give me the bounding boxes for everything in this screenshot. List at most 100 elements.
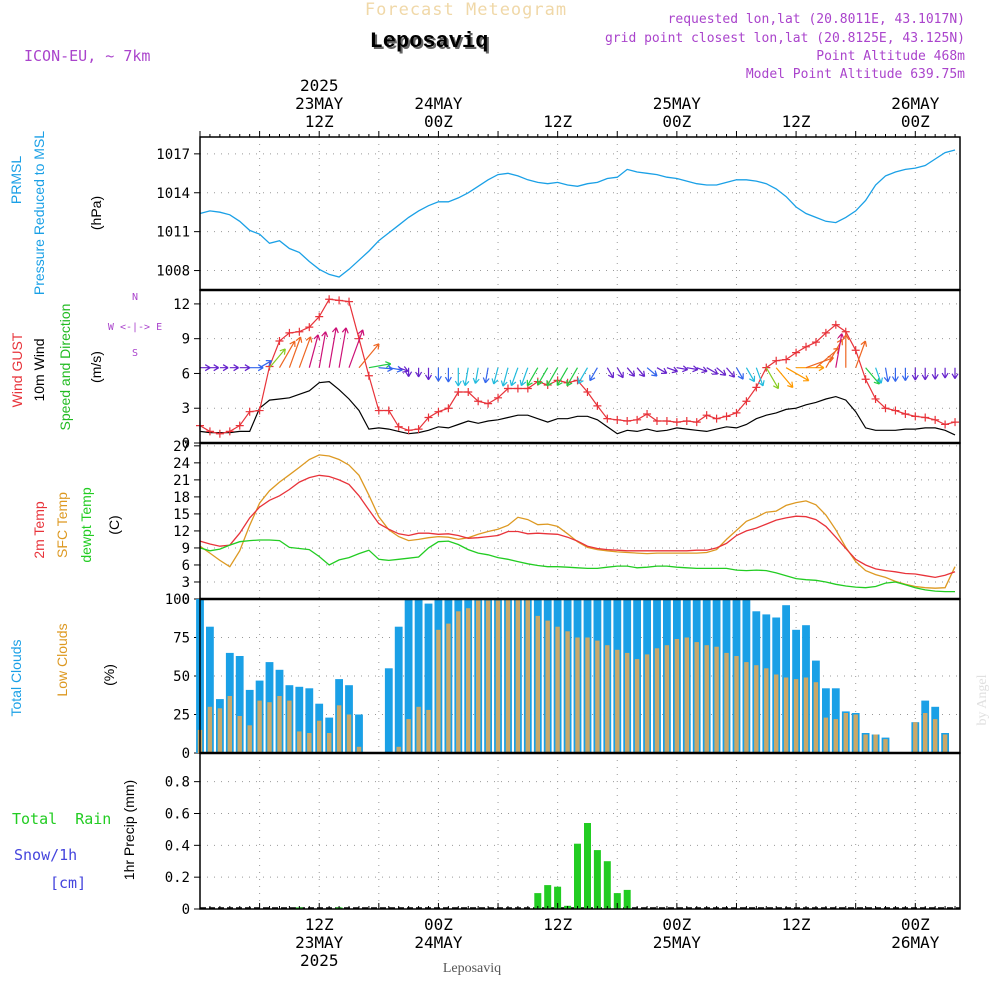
prmsl-label: PRMSL (8, 156, 24, 204)
top-time-label: 2025 (300, 76, 339, 95)
wind-direction-arrow (626, 367, 636, 377)
temp-ytick-label: 0 (182, 592, 190, 608)
gust-marker (335, 296, 344, 305)
gust-marker (911, 412, 920, 421)
pressure-ytick-label: 1008 (156, 264, 190, 280)
total-cloud-bar (355, 714, 363, 753)
wind-direction-arrow (656, 367, 668, 374)
low-cloud-bar (446, 623, 451, 753)
wind-direction-arrow (526, 367, 539, 387)
wind-direction-arrow (666, 366, 679, 374)
gust-marker (692, 418, 701, 427)
low-cloud-bar (456, 611, 461, 753)
total-cloud-bar (206, 626, 214, 753)
wind-direction-arrow (259, 360, 273, 369)
rain-bar (613, 893, 621, 909)
total-cloud-bar (384, 668, 393, 753)
gust-marker (633, 415, 642, 424)
temp-sfc-label: SFC Temp (54, 492, 70, 558)
wind-direction-arrow (765, 367, 780, 390)
low-cloud-bar (704, 645, 709, 753)
gust-marker (831, 320, 840, 329)
temp-ytick-label: 12 (173, 524, 190, 540)
rain-bar (593, 850, 601, 909)
bottom-time-label: 00Z (424, 915, 453, 934)
compass-west-east: W <-|-> E (108, 322, 162, 333)
gust-marker (603, 414, 612, 423)
rain-bar (584, 823, 591, 909)
gust-marker (682, 416, 691, 425)
gust-marker (702, 411, 711, 420)
temp-ytick-label: 15 (173, 507, 190, 523)
low-cloud-bar (555, 626, 560, 753)
rain-bar (554, 886, 562, 909)
temp-2m-label: 2m Temp (31, 501, 47, 559)
wind-direction-arrow (249, 364, 264, 372)
gust-marker (235, 421, 244, 430)
gridpoint-coords: grid point closest lon,lat (20.8125E, 43… (605, 31, 965, 46)
pressure-msl-label: Pressure Reduced to MSL (31, 131, 47, 295)
low-cloud-bar (813, 682, 819, 753)
wind-direction-arrow (424, 367, 433, 381)
precip-ytick-label: 0 (182, 902, 190, 918)
low-cloud-bar (406, 719, 411, 753)
location-title: Leposaviq (370, 29, 489, 54)
top-time-label: 00Z (901, 112, 930, 131)
bottom-time-label: 12Z (782, 915, 811, 934)
gust-marker (474, 397, 483, 406)
wind-direction-arrow (398, 366, 409, 373)
low-cloud-bar (674, 639, 680, 753)
wind-direction-arrow (556, 367, 569, 387)
wind-direction-arrow (921, 367, 929, 381)
gust-marker (901, 410, 910, 419)
top-time-label: 26MAY (891, 94, 940, 113)
bottom-time-label: 12Z (305, 915, 334, 934)
gust-marker (762, 363, 771, 372)
gust-marker (315, 312, 324, 321)
low-cloud-bar (595, 640, 600, 753)
total-cloud-bar (404, 599, 413, 753)
wind-ytick-label: 3 (182, 401, 190, 417)
top-time-label: 23MAY (295, 94, 344, 113)
gust-marker (394, 422, 403, 431)
pressure-ytick-label: 1011 (156, 225, 190, 241)
wind-yaxis: 12 9 6 3 0 (173, 297, 200, 452)
precip-unit-label: 1hr Precip (mm) (121, 780, 137, 880)
low-cloud-bar (327, 733, 332, 753)
low-cloud-bar (724, 652, 729, 753)
wind-panel-labels: Wind GUST 10m Wind Speed and Direction (… (9, 292, 162, 430)
low-cloud-bar (605, 645, 610, 753)
low-cloud-bar (664, 645, 670, 753)
top-time-label: 25MAY (653, 94, 702, 113)
wind-direction-arrow (269, 348, 286, 369)
pressure-unit-label: (hPa) (88, 196, 104, 230)
bottom-time-label: 12Z (543, 915, 572, 934)
wind-direction-arrow (616, 367, 624, 379)
pressure-grid (200, 137, 960, 290)
gust-marker (414, 425, 423, 434)
wind-direction-arrow (875, 367, 883, 384)
model-label: ICON-EU, ~ 7km (24, 47, 150, 65)
low-cloud-bar (336, 705, 342, 753)
gust-marker (941, 420, 950, 429)
low-cloud-bar (476, 600, 481, 753)
total-cloud-bar (245, 689, 254, 753)
footer-location: Leposaviq (443, 961, 501, 976)
model-altitude: Model Point Altitude 639.75m (746, 67, 965, 82)
total-cloud-bar (414, 599, 423, 753)
low-cloud-bar (615, 649, 620, 753)
precip-yaxis: 0.8 0.6 0.4 0.2 0 (165, 775, 200, 918)
total-cloud-bar (424, 603, 433, 753)
low-cloud-bar (356, 746, 362, 753)
low-cloud-bar (515, 599, 521, 753)
gust-marker (861, 375, 870, 384)
cloud-unit-label: (%) (101, 664, 117, 686)
gust-marker (245, 407, 254, 416)
total-cloud-bar (305, 688, 314, 753)
gust-marker (643, 410, 652, 419)
gust-marker (384, 406, 393, 415)
bottom-time-label: 00Z (901, 915, 930, 934)
wind-direction-arrow (405, 367, 413, 378)
low-cloud-bar (565, 631, 570, 753)
dewpt-line (199, 539, 955, 593)
